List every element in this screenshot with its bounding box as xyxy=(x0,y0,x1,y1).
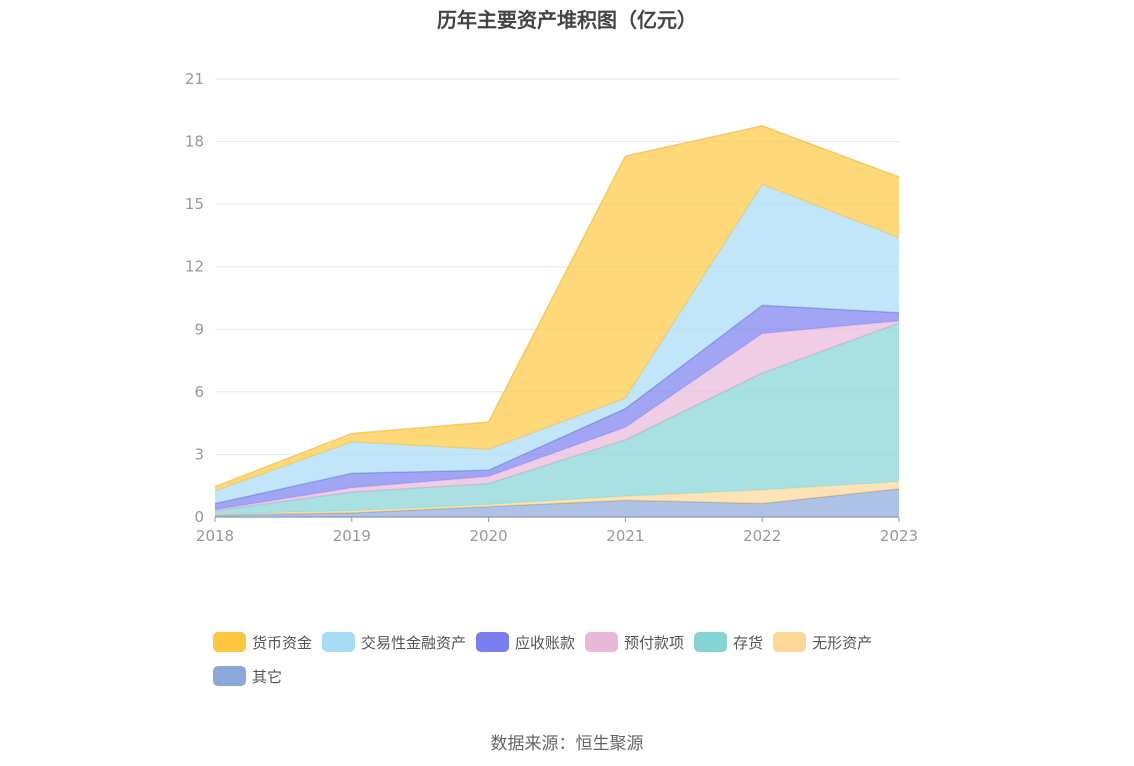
legend-item[interactable]: 预付款项 xyxy=(585,631,684,653)
legend-swatch xyxy=(213,632,246,652)
legend-swatch xyxy=(213,666,246,686)
y-tick-label: 12 xyxy=(185,258,204,276)
legend-swatch xyxy=(773,632,807,652)
x-tick-label: 2021 xyxy=(606,527,644,545)
area-edge-6 xyxy=(214,125,900,488)
area-4 xyxy=(215,305,899,510)
legend-label: 交易性金融资产 xyxy=(361,633,467,652)
area-5 xyxy=(215,184,899,504)
legend-item[interactable]: 货币资金 xyxy=(213,631,312,653)
x-tick-label: 2020 xyxy=(470,527,508,545)
area-3 xyxy=(215,320,899,511)
y-tick-label: 3 xyxy=(194,445,204,463)
legend-item[interactable]: 应收账款 xyxy=(476,631,575,653)
legend-swatch xyxy=(322,632,356,652)
legend-label: 应收账款 xyxy=(515,633,576,652)
legend-swatch xyxy=(694,632,728,652)
legend-item[interactable]: 交易性金融资产 xyxy=(322,631,466,653)
legend-label: 存货 xyxy=(733,633,764,652)
x-tick-label: 2023 xyxy=(880,527,918,545)
legend-item[interactable]: 存货 xyxy=(694,631,763,653)
axes: 0 3 6 9 12 15 18 21 2018 2019 2020 2021 2022 2023 xyxy=(185,70,918,545)
y-tick-label: 6 xyxy=(194,383,204,401)
area-2 xyxy=(215,323,899,514)
area-series xyxy=(214,125,900,517)
y-tick-label: 18 xyxy=(185,133,204,151)
legend: 货币资金 交易性金融资产 应收账款 预付款项 存货 无形资产其它 xyxy=(213,631,933,699)
area-0 xyxy=(215,488,899,517)
x-tick-label: 2022 xyxy=(743,527,781,545)
area-edge-1 xyxy=(214,480,900,515)
chart-title: 历年主要资产堆积图（亿元） xyxy=(437,8,697,32)
legend-item[interactable]: 无形资产 xyxy=(773,631,872,653)
legend-label: 货币资金 xyxy=(252,633,313,652)
y-tick-label: 15 xyxy=(185,195,204,213)
y-tick-label: 9 xyxy=(194,320,204,338)
legend-item[interactable]: 其它 xyxy=(213,665,282,687)
data-source: 数据来源：恒生聚源 xyxy=(490,734,644,754)
x-tick-label: 2018 xyxy=(196,527,234,545)
y-tick-label: 21 xyxy=(185,70,204,88)
x-tick-label: 2019 xyxy=(333,527,371,545)
y-tick-label: 0 xyxy=(194,508,204,526)
legend-label: 无形资产 xyxy=(812,633,873,652)
legend-swatch xyxy=(476,632,510,652)
legend-label: 其它 xyxy=(252,667,283,686)
legend-label: 预付款项 xyxy=(624,633,685,652)
area-1 xyxy=(215,481,899,515)
area-6 xyxy=(215,125,899,491)
legend-swatch xyxy=(585,632,619,652)
stacked-area-chart: 0 3 6 9 12 15 18 21 2018 2019 2020 2021 2022 2023 xyxy=(185,70,918,545)
